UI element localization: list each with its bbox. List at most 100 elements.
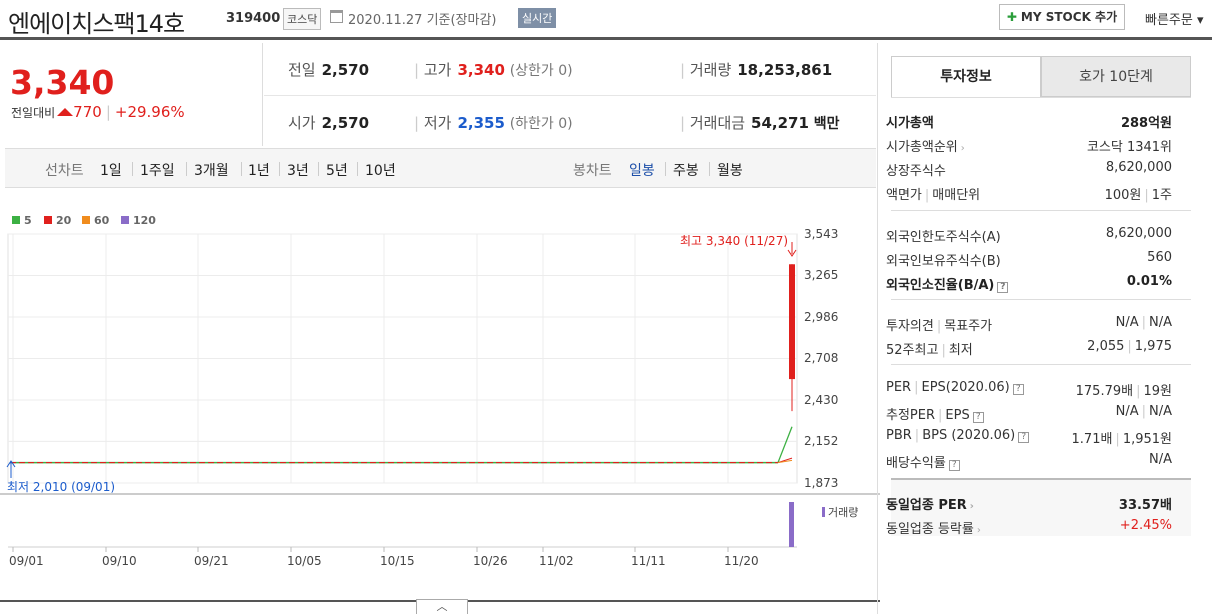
info-label: 외국인한도주식수(A) — [886, 230, 1001, 245]
divider: | — [680, 61, 686, 79]
divider — [186, 162, 187, 176]
info-value: 코스닥 1341위 — [1086, 140, 1172, 155]
tab-investment-info[interactable]: 투자정보 — [891, 56, 1041, 97]
info-value: N/A — [1149, 452, 1172, 467]
info-label: 배당수익률 — [886, 456, 946, 471]
y-tick-label: 2,430 — [804, 393, 839, 407]
x-tick-label: 11/02 — [539, 554, 574, 568]
period-tab-1w[interactable]: 1주일 — [140, 163, 175, 179]
upper-limit-count: (상한가 0) — [509, 63, 573, 79]
info-label: 목표주가 — [944, 319, 993, 334]
period-tab-1d[interactable]: 1일 — [100, 163, 122, 179]
chart-collapse-button[interactable]: ︿ — [416, 599, 468, 614]
info-value: N/A — [1149, 315, 1172, 330]
price-chart[interactable]: 5 20 60 120 3,543 3,265 2,986 2,708 2,43… — [0, 190, 880, 604]
x-tick-label: 09/21 — [194, 554, 229, 568]
info-label: 시가총액 — [886, 116, 934, 131]
candle-body — [789, 264, 795, 380]
market-badge: 코스닥 — [283, 8, 322, 30]
info-label: EPS(2020.06) — [921, 380, 1010, 395]
chevron-down-icon: ▾ — [1192, 13, 1204, 28]
period-tab-1y[interactable]: 1년 — [248, 163, 270, 179]
plus-icon: ✚ — [1006, 10, 1017, 24]
info-label: PER — [886, 380, 912, 395]
y-tick-label: 2,986 — [804, 310, 839, 324]
help-icon[interactable]: ? — [1012, 384, 1024, 395]
info-value: 288억원 — [1120, 116, 1172, 131]
volume-legend: 거래량 — [822, 504, 858, 520]
divider: | — [414, 114, 420, 132]
stat-value: 2,355 — [457, 114, 505, 132]
divider — [357, 162, 358, 176]
stat-prev-close: 전일 2,570 — [288, 59, 369, 80]
current-price: 3,340 — [10, 63, 115, 102]
x-tick-label: 10/05 — [287, 554, 322, 568]
info-label: 외국인소진율(B/A) — [886, 278, 995, 293]
divider — [132, 162, 133, 176]
my-stock-label: MY STOCK 추가 — [1020, 10, 1118, 24]
stat-label: 거래량 — [689, 61, 732, 79]
stat-value: 3,340 — [457, 61, 505, 79]
current-price-box: 3,340 전일대비 770 | +29.96% — [5, 43, 263, 146]
help-icon[interactable]: ? — [997, 282, 1009, 293]
stat-label: 저가 — [423, 114, 452, 132]
info-label: 동일업종 PER — [886, 498, 967, 513]
info-value: +2.45% — [1119, 518, 1172, 533]
ma5-upturn — [777, 426, 793, 463]
period-tab-3m[interactable]: 3개월 — [194, 163, 229, 179]
investment-info-panel: 투자정보 호가 10단계 시가총액 288억원 시가총액순위 › 코스닥 1341위 … — [877, 43, 1212, 614]
info-value: 560 — [1147, 250, 1172, 265]
volume-bar — [789, 502, 794, 547]
info-label: 추정PER — [886, 408, 936, 423]
info-value: 1.71배 — [1071, 432, 1113, 447]
help-icon[interactable]: ? — [948, 460, 960, 471]
price-diff: 770 — [73, 103, 102, 121]
legend-ma120: 120 — [121, 214, 156, 227]
legend-swatch — [822, 507, 825, 517]
tab-order-book[interactable]: 호가 10단계 — [1041, 56, 1191, 97]
info-value: 1,975 — [1134, 339, 1172, 354]
legend-label: 20 — [56, 214, 72, 227]
x-tick-label: 09/01 — [9, 554, 44, 568]
info-value: 1,951원 — [1122, 432, 1172, 447]
info-value: 100원 — [1104, 188, 1142, 203]
legend-swatch — [82, 216, 90, 224]
y-tick-label: 2,708 — [804, 351, 839, 365]
period-tab-3y[interactable]: 3년 — [287, 163, 309, 179]
help-icon[interactable]: ? — [972, 412, 984, 423]
stat-high: | 고가 3,340 (상한가 0) — [414, 59, 573, 80]
help-icon[interactable]: ? — [1018, 432, 1030, 443]
info-label: 투자의견 — [886, 319, 934, 334]
stock-code: 319400 — [226, 11, 281, 26]
legend-swatch — [121, 216, 129, 224]
candle-tab-daily[interactable]: 일봉 — [629, 163, 655, 179]
realtime-button[interactable]: 실시간 — [518, 8, 557, 28]
info-value: N/A — [1115, 404, 1139, 419]
section-divider — [891, 210, 1191, 211]
section-divider — [891, 97, 1191, 98]
info-value: 33.57배 — [1118, 498, 1172, 513]
stat-value: 18,253,861 — [737, 61, 833, 79]
info-label: PBR — [886, 428, 912, 443]
period-tab-10y[interactable]: 10년 — [365, 163, 396, 179]
candle-chart-label: 봉차트 — [573, 163, 612, 179]
info-value: 19원 — [1143, 384, 1172, 399]
candle-tab-monthly[interactable]: 월봉 — [717, 163, 743, 179]
price-change-row: 전일대비 770 | +29.96% — [11, 103, 185, 121]
quick-order-label: 빠른주문 — [1145, 13, 1193, 28]
stat-value: 2,570 — [321, 114, 370, 132]
low-annotation: 최저 2,010 (09/01) — [7, 480, 116, 494]
legend-label: 5 — [24, 214, 32, 227]
period-tab-5y[interactable]: 5년 — [326, 163, 348, 179]
stat-label: 시가 — [288, 114, 316, 132]
info-label: 52주최고 — [886, 343, 939, 358]
quick-order-button[interactable]: 빠른주문 ▾ — [1145, 9, 1204, 28]
high-annotation: 최고 3,340 (11/27) — [680, 234, 789, 248]
x-tick-label: 09/10 — [102, 554, 137, 568]
info-label: 외국인보유주식수(B) — [886, 254, 1001, 269]
up-arrow-icon — [57, 107, 74, 116]
stat-open: 시가 2,570 — [288, 112, 369, 133]
x-tick-label: 11/20 — [724, 554, 759, 568]
candle-tab-weekly[interactable]: 주봉 — [673, 163, 699, 179]
my-stock-add-button[interactable]: ✚ MY STOCK 추가 — [999, 4, 1125, 30]
